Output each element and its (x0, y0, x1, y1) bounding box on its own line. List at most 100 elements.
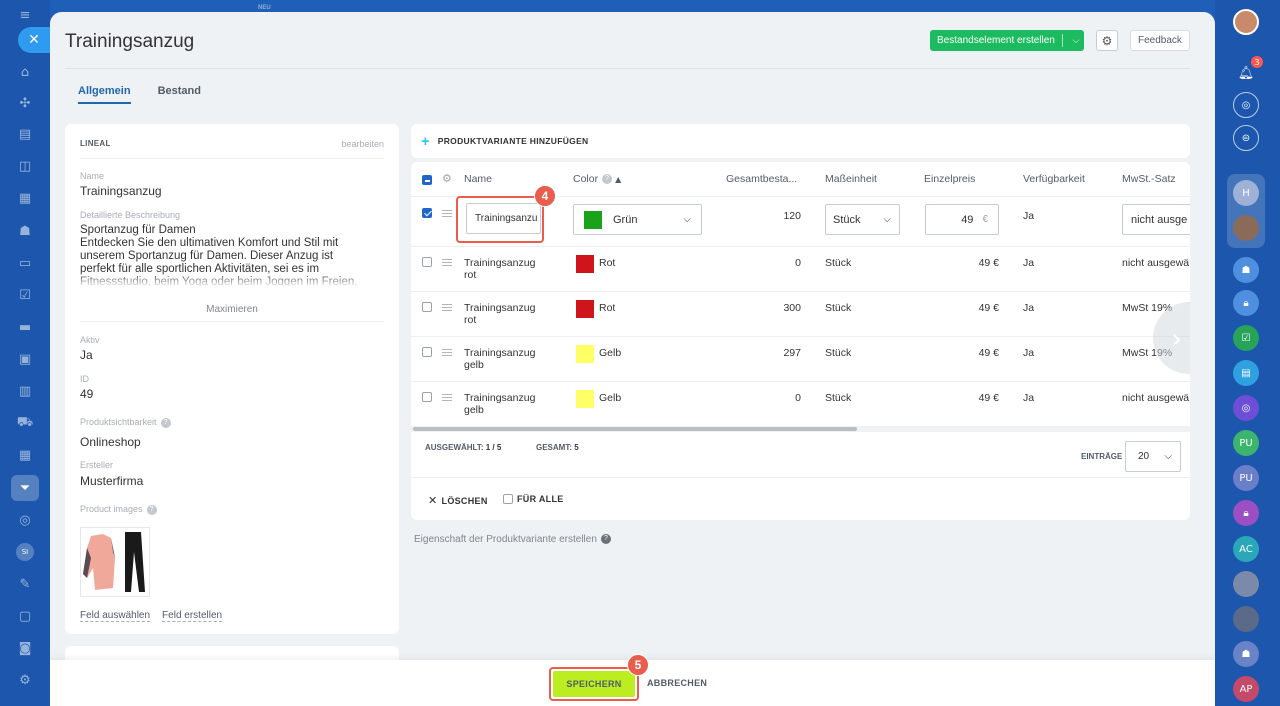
sign-icon[interactable]: ✎ (19, 576, 31, 592)
gear-icon[interactable]: ⚙ (1096, 30, 1118, 51)
chat-icon[interactable]: ◫ (18, 158, 32, 174)
price-input[interactable]: 49 € (925, 204, 999, 235)
add-variant-bar[interactable]: + PRODUKTVARIANTE HINZUFÜGEN (411, 124, 1190, 158)
stock-value[interactable]: 120 (783, 210, 801, 222)
close-slider-button[interactable]: ✕ (18, 27, 50, 53)
variant-name[interactable]: Trainingsanzug gelb (464, 392, 535, 416)
color-value[interactable]: Gelb (599, 392, 622, 404)
calendar-icon[interactable]: ▦ (18, 190, 32, 206)
lock-purple-icon[interactable]: 🔒︎ (1233, 500, 1259, 526)
availability-value[interactable]: Ja (1023, 392, 1035, 404)
delete-action[interactable]: ✕ LÖSCHEN (428, 494, 488, 507)
target-icon[interactable]: ◎ (19, 512, 31, 528)
help-icon[interactable]: ? (600, 534, 611, 545)
create-inventory-item-button[interactable]: Bestandselement erstellen ⌵ (930, 30, 1084, 51)
avatar-ac[interactable]: AC (1233, 536, 1259, 562)
chat-avatar-1[interactable]: H (1233, 180, 1259, 206)
help-icon[interactable]: ? (146, 504, 157, 515)
lock-chat-icon[interactable]: 🔒︎ (1233, 290, 1259, 316)
col-unit[interactable]: Maßeinheit (825, 173, 877, 185)
avatar-ap[interactable]: AP (1233, 676, 1259, 702)
col-color-row[interactable]: Color? ▲ (573, 173, 621, 185)
user-avatar[interactable] (1233, 9, 1259, 35)
grid-settings-icon[interactable]: ⚙ (442, 172, 452, 185)
row-checkbox[interactable] (422, 302, 432, 312)
wallet-icon[interactable]: ▬ (18, 319, 32, 335)
color-select[interactable]: Grün ⌵ (573, 204, 702, 235)
vat-select[interactable]: nicht ausge (1122, 204, 1190, 235)
tasks-icon[interactable]: ☑ (19, 287, 31, 303)
avatar-pu-2[interactable]: PU (1233, 465, 1259, 491)
row-checkbox[interactable] (422, 392, 432, 402)
stock-value[interactable]: 297 (783, 347, 801, 359)
save-button[interactable]: SPEICHERN (553, 671, 635, 697)
price-value[interactable]: 49 € (978, 392, 999, 404)
price-value[interactable]: 49 € (978, 347, 999, 359)
availability-value[interactable]: Ja (1023, 302, 1035, 314)
price-value[interactable]: 49 € (978, 257, 999, 269)
drag-handle-icon[interactable] (442, 259, 452, 266)
for-all-checkbox[interactable] (503, 494, 513, 504)
group-chat-icon[interactable]: ☗ (1233, 257, 1259, 283)
circle-chat-icon[interactable]: ◎ (1233, 395, 1259, 421)
card-icon[interactable]: ▢ (18, 608, 32, 624)
color-value[interactable]: Gelb (599, 347, 622, 359)
analytics-icon[interactable]: ▥ (18, 383, 32, 399)
booking-icon[interactable]: ▦ (18, 447, 32, 463)
feedback-button[interactable]: Feedback (1130, 30, 1190, 51)
menu-icon[interactable]: ≡ (19, 7, 31, 23)
vat-value[interactable]: nicht ausgewä (1122, 392, 1190, 404)
select-field-link[interactable]: Feld auswählen (80, 610, 151, 622)
add-variant-label[interactable]: PRODUKTVARIANTE HINZUFÜGEN (437, 136, 589, 146)
help-icon[interactable]: ? (602, 174, 613, 185)
horizontal-scrollbar-thumb[interactable] (413, 427, 857, 431)
product-image-thumbnail[interactable] (80, 527, 150, 597)
message-chat-icon[interactable]: ▤ (1233, 360, 1259, 386)
help-icon[interactable]: ? (160, 417, 171, 428)
drag-handle-icon[interactable] (442, 304, 452, 311)
drag-handle-icon[interactable] (442, 394, 452, 401)
select-all-checkbox[interactable] (422, 175, 432, 185)
contact-center-icon[interactable]: ▣ (18, 351, 32, 367)
stock-value[interactable]: 0 (795, 257, 801, 269)
tasks-chat-icon[interactable]: ☑ (1233, 325, 1259, 351)
chevron-down-icon[interactable]: ⌵ (1072, 35, 1080, 46)
user-initials-icon[interactable]: SI (14, 541, 36, 563)
row-checkbox[interactable] (422, 257, 432, 267)
col-name[interactable]: Name (464, 173, 493, 185)
cancel-button[interactable]: ABBRECHEN (647, 678, 708, 688)
col-availability[interactable]: Verfügbarkeit (1023, 173, 1085, 185)
col-total-stock[interactable]: Gesamtbesta... (726, 173, 798, 185)
robot-icon[interactable]: ◙ (18, 640, 32, 656)
shop-icon[interactable]: ⛟ (16, 414, 34, 430)
price-value[interactable]: 49 € (978, 302, 999, 314)
unit-value[interactable]: Stück (825, 257, 852, 269)
maximize-link[interactable]: Maximieren (206, 304, 258, 315)
funnel-icon[interactable]: ⏷ (19, 480, 31, 496)
col-vat[interactable]: MwSt.-Satz (1122, 173, 1176, 185)
edit-link[interactable]: bearbeiten (341, 139, 384, 149)
unit-select[interactable]: Stück ⌵ (825, 204, 900, 235)
copilot-icon[interactable]: ◎ (1233, 92, 1259, 118)
stock-value[interactable]: 300 (783, 302, 801, 314)
group-icon[interactable]: ☗ (19, 223, 31, 239)
tab-general[interactable]: Allgemein (78, 85, 131, 104)
puzzle-icon[interactable]: ✣ (19, 95, 31, 111)
variant-name[interactable]: Trainingsanzug rot (464, 302, 535, 326)
availability-value[interactable]: Ja (1023, 257, 1035, 269)
entries-select[interactable]: 20 ⌵ (1125, 441, 1181, 472)
availability-value[interactable]: Ja (1023, 347, 1035, 359)
variant-name-input[interactable]: Trainingsanzu (466, 203, 541, 234)
for-all-checkbox-row[interactable]: FÜR ALLE (503, 494, 564, 504)
feed-icon[interactable]: ▤ (18, 126, 32, 142)
drag-handle-icon[interactable] (442, 349, 452, 356)
col-price[interactable]: Einzelpreis (924, 173, 976, 185)
unit-value[interactable]: Stück (825, 302, 852, 314)
avatar-pu-1[interactable]: PU (1233, 430, 1259, 456)
settings-icon[interactable]: ⚙ (19, 672, 31, 688)
color-value[interactable]: Rot (599, 257, 616, 269)
stock-value[interactable]: 0 (795, 392, 801, 404)
home-icon[interactable]: ⌂ (20, 64, 30, 80)
unit-value[interactable]: Stück (825, 392, 852, 404)
vat-value[interactable]: nicht ausgewä (1122, 257, 1190, 269)
